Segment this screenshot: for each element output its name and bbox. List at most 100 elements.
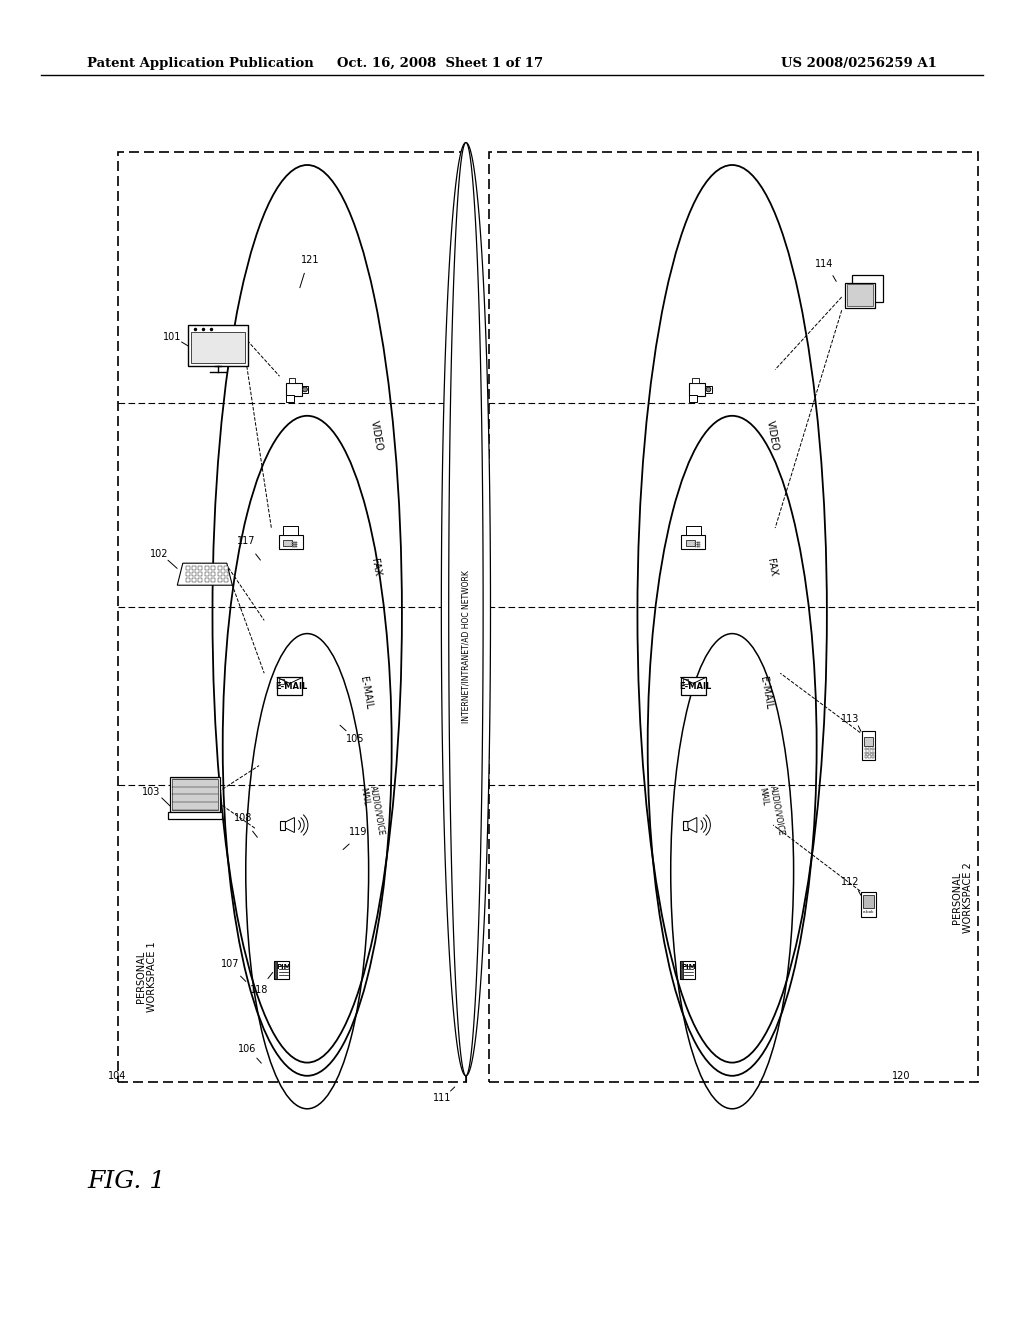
Bar: [296, 543, 297, 544]
Polygon shape: [286, 817, 295, 833]
Text: 113: 113: [841, 714, 859, 725]
Text: 105: 105: [346, 734, 365, 744]
Circle shape: [706, 387, 711, 392]
Bar: [864, 751, 867, 754]
Bar: [172, 779, 217, 809]
Bar: [191, 572, 196, 577]
Bar: [863, 895, 873, 908]
Bar: [118, 152, 466, 1082]
Text: FIG. 1: FIG. 1: [87, 1170, 165, 1193]
Bar: [211, 572, 215, 577]
Bar: [868, 755, 870, 758]
Bar: [696, 544, 698, 545]
Bar: [278, 677, 302, 696]
Bar: [698, 546, 699, 548]
Bar: [302, 387, 308, 392]
Text: 106: 106: [238, 1044, 256, 1055]
Bar: [686, 540, 694, 545]
Bar: [274, 961, 278, 979]
Bar: [274, 961, 289, 979]
Text: US 2008/0256259 A1: US 2008/0256259 A1: [781, 57, 937, 70]
Bar: [218, 566, 221, 570]
Bar: [294, 543, 296, 544]
Bar: [188, 325, 248, 366]
Bar: [692, 379, 698, 383]
Bar: [286, 383, 302, 396]
Text: E-MAIL: E-MAIL: [679, 682, 712, 690]
Text: 119: 119: [349, 826, 368, 837]
Polygon shape: [441, 143, 490, 1076]
Bar: [706, 387, 712, 392]
Bar: [292, 546, 294, 548]
Bar: [689, 395, 697, 403]
Bar: [185, 566, 189, 570]
Bar: [296, 544, 297, 545]
Text: E-MAIL: E-MAIL: [758, 676, 773, 710]
Bar: [681, 677, 706, 696]
Bar: [852, 275, 884, 301]
Bar: [872, 748, 874, 750]
Bar: [281, 821, 286, 829]
Text: PIM: PIM: [682, 964, 696, 970]
Bar: [868, 748, 870, 750]
Bar: [205, 572, 209, 577]
Bar: [199, 578, 203, 582]
Bar: [211, 566, 215, 570]
Bar: [199, 572, 203, 577]
Text: Oct. 16, 2008  Sheet 1 of 17: Oct. 16, 2008 Sheet 1 of 17: [337, 57, 544, 70]
Bar: [191, 578, 196, 582]
Text: FAX: FAX: [765, 558, 778, 577]
Text: 114: 114: [815, 259, 834, 269]
Bar: [286, 395, 294, 403]
Bar: [279, 535, 303, 549]
Bar: [847, 284, 873, 306]
Bar: [296, 546, 297, 548]
Bar: [191, 333, 245, 363]
Bar: [681, 535, 706, 549]
Bar: [205, 566, 209, 570]
Bar: [680, 961, 694, 979]
Bar: [696, 543, 698, 544]
Text: e-bok: e-bok: [862, 911, 874, 915]
Polygon shape: [177, 564, 232, 585]
Bar: [294, 544, 296, 545]
Text: VIDEO: VIDEO: [369, 420, 384, 451]
Bar: [170, 776, 219, 812]
Bar: [694, 546, 696, 548]
Bar: [294, 546, 296, 548]
Bar: [292, 544, 294, 545]
Bar: [683, 821, 688, 829]
Bar: [683, 680, 688, 684]
Bar: [872, 755, 874, 758]
Text: E-MAIL: E-MAIL: [275, 682, 308, 690]
Bar: [289, 379, 295, 383]
Bar: [218, 572, 221, 577]
Text: AUDIO/VOICE
MAIL: AUDIO/VOICE MAIL: [358, 785, 386, 838]
Text: Patent Application Publication: Patent Application Publication: [87, 57, 313, 70]
Bar: [680, 961, 683, 979]
Bar: [698, 543, 699, 544]
Bar: [489, 152, 978, 1082]
Text: 102: 102: [150, 549, 168, 560]
Bar: [224, 572, 228, 577]
Text: 104: 104: [108, 1071, 126, 1081]
Text: 121: 121: [301, 255, 319, 265]
Bar: [689, 383, 706, 396]
Text: 117: 117: [237, 536, 255, 546]
Bar: [224, 566, 228, 570]
Text: 107: 107: [221, 958, 240, 969]
Text: AUDIO/VOICE
MAIL: AUDIO/VOICE MAIL: [758, 785, 785, 838]
Text: 108: 108: [233, 813, 252, 824]
Bar: [280, 680, 285, 684]
Bar: [846, 282, 876, 308]
Polygon shape: [688, 817, 697, 833]
Bar: [211, 578, 215, 582]
Bar: [199, 566, 203, 570]
Bar: [284, 527, 298, 535]
Text: 118: 118: [250, 985, 268, 995]
Text: E-MAIL: E-MAIL: [358, 676, 374, 710]
Bar: [168, 812, 221, 818]
Bar: [872, 751, 874, 754]
Text: 103: 103: [142, 787, 161, 797]
Bar: [868, 751, 870, 754]
